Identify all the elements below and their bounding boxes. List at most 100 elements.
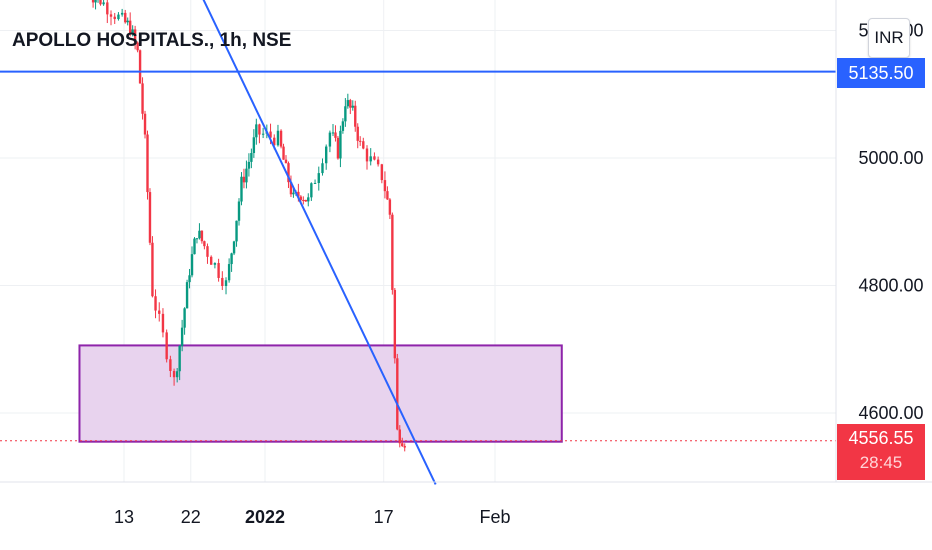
candle-body: [329, 133, 331, 147]
candle-body: [248, 162, 250, 169]
candle-body: [318, 173, 320, 183]
candle-body: [282, 147, 284, 160]
candle-body: [325, 147, 327, 164]
candle-body: [250, 153, 252, 162]
candle-body: [94, 0, 96, 2]
candle-body: [253, 137, 255, 153]
time-tick-label: Feb: [479, 507, 510, 527]
candle-body: [169, 359, 171, 371]
candle-body: [339, 131, 341, 159]
candle-body: [292, 193, 294, 195]
candle-body: [377, 160, 379, 165]
price-tick-label: 4600.00: [858, 403, 923, 423]
candle-body: [342, 121, 344, 131]
candle-body: [139, 50, 141, 83]
candle-body: [366, 149, 368, 162]
candle-body: [404, 446, 406, 447]
candle-body: [158, 311, 160, 314]
candle-body: [321, 163, 323, 173]
time-tick-label: 13: [114, 507, 134, 527]
candle-body: [384, 180, 386, 191]
candle-body: [389, 199, 391, 214]
candle-body: [144, 114, 146, 135]
candle-body: [401, 443, 403, 446]
candle-body: [198, 231, 200, 239]
candle-body: [238, 202, 240, 221]
candle-body: [162, 314, 164, 333]
candle-body: [396, 358, 398, 429]
candle-body: [99, 0, 101, 4]
candle-body: [141, 83, 143, 113]
candle-body: [233, 241, 235, 253]
candle-body: [173, 371, 175, 377]
candle-body: [203, 241, 205, 246]
candle-body: [102, 2, 104, 4]
candle-body: [146, 135, 148, 193]
candle-body: [334, 132, 336, 137]
candle-body: [370, 156, 372, 161]
candle-body: [354, 106, 356, 127]
candle-body: [337, 138, 339, 159]
candle-body: [217, 263, 219, 278]
candle-body: [149, 192, 151, 243]
price-tick-label: 4800.00: [858, 276, 923, 296]
candle-body: [280, 131, 282, 147]
candle-body: [314, 183, 316, 184]
candle-body: [165, 332, 167, 359]
candle-body: [359, 141, 361, 142]
candle-body: [347, 100, 349, 106]
candle-body: [201, 231, 203, 241]
support-zone[interactable]: [79, 345, 561, 441]
candle-body: [186, 282, 188, 308]
candle-body: [310, 183, 312, 197]
candle-body: [124, 13, 126, 22]
candle-body: [391, 215, 393, 290]
time-tick-label: 17: [374, 507, 394, 527]
candle-body: [225, 280, 227, 286]
candle-body: [228, 264, 230, 280]
level-price-label: 5135.50: [837, 58, 925, 88]
candle-body: [110, 14, 112, 16]
candle-body: [127, 21, 129, 23]
candle-body: [262, 134, 264, 135]
candle-body: [394, 290, 396, 358]
time-axis[interactable]: 13 22 2022 17 Feb: [114, 507, 511, 527]
candle-body: [362, 141, 364, 148]
candle-body: [183, 308, 185, 327]
price-tick-label: 5000.00: [858, 148, 923, 168]
candle-body: [196, 238, 198, 239]
candle-body: [193, 239, 195, 255]
bar-countdown: 28:45: [860, 453, 903, 473]
last-price-label: 4556.55 28:45: [837, 424, 925, 480]
candle-body: [240, 177, 242, 202]
last-price-value: 4556.55: [848, 428, 913, 449]
candle-body: [285, 160, 287, 163]
candle-body: [245, 169, 247, 183]
candle-body: [117, 15, 119, 19]
candle-body: [277, 131, 279, 145]
candle-body: [258, 124, 260, 134]
candle-body: [230, 253, 232, 264]
chart-title: APOLLO HOSPITALS., 1h, NSE: [12, 30, 291, 52]
candle-body: [106, 2, 108, 14]
candle-body: [302, 200, 304, 201]
candle-body: [243, 177, 245, 183]
candle-body: [307, 197, 309, 201]
candle-body: [344, 106, 346, 121]
candle-body: [154, 296, 156, 310]
candle-body: [191, 254, 193, 275]
currency-button[interactable]: INR: [868, 18, 910, 58]
time-tick-label: 2022: [245, 507, 285, 527]
candle-body: [352, 106, 354, 108]
candle-body: [381, 164, 383, 180]
candle-body: [206, 246, 208, 257]
candle-body: [235, 221, 237, 242]
candle-body: [386, 191, 388, 199]
candle-body: [214, 263, 216, 265]
candle-body: [188, 275, 190, 282]
candle-body: [373, 156, 375, 159]
candle-body: [176, 371, 178, 377]
candle-body: [151, 243, 153, 296]
candle-body: [92, 0, 94, 2]
